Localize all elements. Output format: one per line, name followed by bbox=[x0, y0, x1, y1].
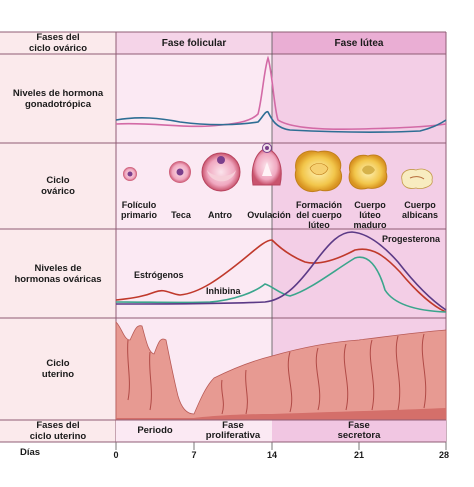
fsh-curve bbox=[115, 110, 447, 133]
day-tick-14: 14 bbox=[266, 450, 278, 460]
day-tick-7: 7 bbox=[191, 450, 197, 460]
menses-label: Periodo bbox=[137, 425, 173, 436]
primary-follicle-label-line1: Folículo bbox=[121, 200, 157, 210]
antrum-illustration bbox=[201, 152, 241, 192]
primary-follicle-label: Folículo primario bbox=[118, 200, 160, 220]
proliferative-label: Fase proliferativa bbox=[194, 420, 272, 442]
ovulation-illustration bbox=[251, 143, 282, 186]
corpus-luteum-formation-label-line3: lúteo bbox=[308, 220, 330, 230]
corpus-albicans-label-line2: albicans bbox=[401, 210, 439, 220]
row-label-ovarian-cycle: Ciclo ovárico bbox=[0, 143, 116, 229]
secretory-label-line2: secretora bbox=[337, 430, 381, 441]
row-label-gonadotropic: Niveles de hormona gonadotrópica bbox=[0, 54, 116, 143]
inhibin-label: Inhibina bbox=[206, 286, 241, 296]
row-label-ovarian-hormones: Niveles de hormonas ováricas bbox=[0, 229, 116, 318]
row-label-ovarian-phases: Fases del ciclo ovárico bbox=[0, 32, 116, 54]
luteal-phase-label: Fase lútea bbox=[334, 37, 384, 49]
row-label-uterine-cycle-line1: Ciclo bbox=[46, 358, 70, 369]
progesterone-curve bbox=[115, 231, 447, 311]
mature-corpus-luteum-illustration bbox=[348, 154, 388, 190]
row-label-ovarian-cycle-line2: ovárico bbox=[41, 186, 75, 197]
row-label-uterine-phases: Fases del ciclo uterino bbox=[0, 420, 116, 442]
corpus-albicans-label-line1: Cuerpo bbox=[404, 200, 436, 210]
ovulation-label: Ovulación bbox=[247, 210, 291, 220]
follicular-phase-label: Fase folicular bbox=[161, 37, 227, 49]
estrogen-label: Estrógenos bbox=[134, 270, 184, 280]
row-label-uterine-phases-line2: ciclo uterino bbox=[29, 431, 87, 442]
mature-corpus-luteum-label-line1: Cuerpo bbox=[354, 200, 386, 210]
day-tick-28: 28 bbox=[438, 450, 450, 460]
inhibin-curve bbox=[115, 256, 447, 313]
uterine-lining-illustration bbox=[115, 321, 447, 421]
corpus-albicans-illustration bbox=[401, 168, 433, 189]
row-label-ovarian-hormones-line2: hormonas ováricas bbox=[14, 273, 102, 285]
corpus-luteum-formation-illustration bbox=[294, 150, 342, 192]
mature-corpus-luteum-label: Cuerpo lúteo maduro bbox=[350, 200, 390, 230]
primary-follicle-label-line2: primario bbox=[120, 210, 157, 220]
theca-illustration bbox=[169, 161, 191, 183]
row-label-uterine-phases-line1: Fases del bbox=[36, 420, 80, 431]
row-label-gonadotropic-line1: Niveles de hormona bbox=[12, 87, 104, 99]
secretory-label-line1: Fase bbox=[348, 420, 370, 431]
secretory-label: Fase secretora bbox=[272, 420, 446, 442]
corpus-albicans-label: Cuerpo albicans bbox=[398, 200, 442, 220]
lh-curve bbox=[115, 55, 447, 131]
day-tick-21: 21 bbox=[353, 450, 365, 460]
progesterone-label: Progesterona bbox=[382, 234, 441, 244]
antrum-label: Antro bbox=[208, 210, 232, 220]
day-tick-0: 0 bbox=[113, 450, 119, 460]
estrogen-curve bbox=[115, 239, 447, 313]
mature-corpus-luteum-label-line2: lúteo bbox=[359, 210, 381, 220]
proliferative-label-line1: Fase bbox=[222, 420, 244, 431]
mature-corpus-luteum-label-line3: maduro bbox=[353, 220, 387, 230]
corpus-luteum-formation-label-line1: Formación bbox=[295, 200, 342, 210]
row-label-ovarian-phases-line1: Fases del bbox=[36, 32, 80, 43]
days-label: Días bbox=[19, 446, 41, 458]
corpus-luteum-formation-label-line2: del cuerpo bbox=[296, 210, 342, 220]
label-column-bg bbox=[0, 32, 116, 442]
theca-label: Teca bbox=[171, 210, 191, 220]
row-label-uterine-cycle: Ciclo uterino bbox=[0, 318, 116, 420]
row-label-gonadotropic-line2: gonadotrópica bbox=[25, 98, 91, 110]
row-label-uterine-cycle-line2: uterino bbox=[41, 369, 75, 380]
row-label-ovarian-cycle-line1: Ciclo bbox=[46, 175, 70, 186]
corpus-luteum-formation-label: Formación del cuerpo lúteo bbox=[294, 200, 344, 230]
proliferative-label-line2: proliferativa bbox=[205, 430, 261, 441]
row-label-ovarian-phases-line2: ciclo ovárico bbox=[28, 43, 88, 54]
row-label-ovarian-hormones-line1: Niveles de bbox=[34, 262, 82, 274]
primary-follicle-illustration bbox=[123, 167, 137, 181]
